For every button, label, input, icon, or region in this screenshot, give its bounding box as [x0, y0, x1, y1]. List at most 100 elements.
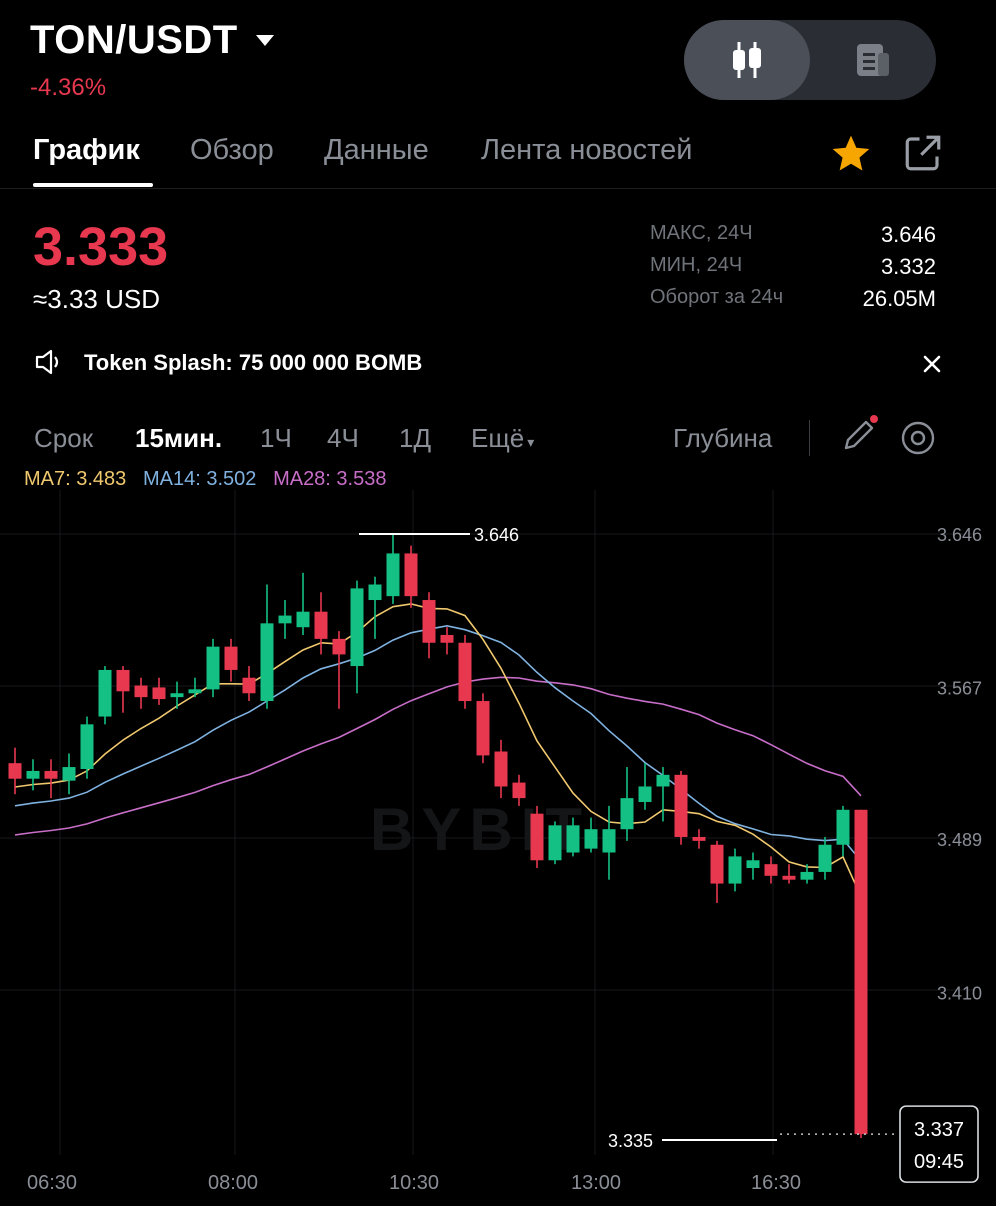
stat-low-label: МИН, 24Ч: [650, 254, 743, 276]
toolbar-divider: [809, 420, 810, 456]
candle-body: [584, 829, 598, 849]
tab-overview[interactable]: Обзор: [190, 134, 274, 166]
price-markers: 3.646 3.335 3.337 09:45: [359, 525, 979, 1183]
candle-body: [638, 786, 652, 803]
candle-body: [494, 751, 508, 787]
candle-body: [296, 611, 310, 628]
book-icon: [857, 44, 889, 76]
candle-body: [422, 600, 436, 643]
star-icon[interactable]: [828, 132, 874, 176]
candle-body: [80, 724, 94, 769]
usd-price: ≈3.33 USD: [33, 284, 160, 314]
current-price-label: 3.337: [914, 1119, 964, 1141]
close-icon[interactable]: [922, 354, 942, 374]
price-change: -4.36%: [30, 74, 107, 101]
stat-turnover-value: 26.05M: [862, 286, 936, 311]
ma7-value: MA7: 3.483: [24, 468, 127, 490]
announcement-text[interactable]: Token Splash: 75 000 000 BOMB: [84, 350, 423, 375]
candle-body: [854, 809, 868, 1135]
candle-body: [530, 813, 544, 861]
candle-body: [170, 693, 184, 698]
timeframe-4h[interactable]: 4Ч: [327, 423, 359, 453]
candle-body: [476, 701, 490, 756]
x-tick-label: 10:30: [389, 1172, 439, 1194]
candle-body: [746, 860, 760, 869]
pair-selector[interactable]: TON/USDT: [30, 18, 274, 63]
ma-legend: MA7: 3.483 MA14: 3.502 MA28: 3.538: [24, 468, 386, 491]
candle-body: [764, 864, 778, 876]
candle-body: [818, 844, 832, 872]
candle-body: [314, 611, 328, 639]
candle-body: [188, 689, 202, 694]
y-tick-label: 3.567: [937, 678, 982, 698]
pair-name[interactable]: TON/USDT: [30, 18, 238, 62]
candle-body: [602, 829, 616, 853]
moving-averages: [14, 603, 862, 897]
tab-data[interactable]: Данные: [324, 134, 429, 166]
watermark: BYBIT: [370, 796, 590, 863]
candlestick-icon: [733, 42, 761, 78]
candle-body: [404, 553, 418, 597]
candle-body: [512, 782, 526, 799]
caret-down-icon: ▾: [527, 434, 535, 450]
candle-body: [116, 669, 130, 692]
tab-news-feed[interactable]: Лента новостей: [481, 134, 693, 166]
candles: [8, 534, 868, 1138]
candle-body: [152, 687, 166, 700]
candle-body: [26, 770, 40, 779]
chart-grid: [0, 490, 975, 1155]
chart-view-toggle[interactable]: [684, 20, 810, 100]
x-tick-label: 16:30: [751, 1172, 801, 1194]
depth-tab[interactable]: Глубина: [673, 423, 773, 453]
candle-body: [836, 809, 850, 845]
candle-body: [728, 856, 742, 884]
candle-body: [368, 584, 382, 601]
stat-low-value: 3.332: [880, 254, 936, 279]
timeframe-1h[interactable]: 1Ч: [260, 423, 292, 453]
draw-pencil-icon[interactable]: [838, 414, 880, 454]
timeframe-more[interactable]: Ещё ▾: [471, 423, 534, 454]
candle-body: [332, 638, 346, 655]
ma28-value: MA28: 3.538: [273, 468, 387, 490]
caret-down-icon[interactable]: [255, 35, 274, 46]
candle-body: [278, 615, 292, 624]
candle-body: [350, 588, 364, 667]
stat-high-value: 3.646: [880, 222, 936, 247]
candle-body: [134, 685, 148, 698]
y-tick-label: 3.410: [937, 983, 982, 1003]
candle-body: [242, 677, 256, 694]
active-tab-indicator: [33, 183, 153, 187]
timeframe-more-label[interactable]: Ещё: [471, 423, 525, 453]
speaker-icon: [35, 349, 59, 375]
tab-chart[interactable]: График: [33, 134, 140, 166]
orderbook-view-toggle[interactable]: [810, 20, 936, 100]
candle-body: [656, 774, 670, 787]
x-tick-label: 08:00: [208, 1172, 258, 1194]
candle-body: [62, 767, 76, 781]
candle-body: [566, 825, 580, 853]
candle-body: [440, 634, 454, 643]
low-marker-label: 3.335: [608, 1131, 653, 1151]
candle-body: [548, 825, 562, 861]
candle-body: [710, 844, 724, 884]
candle-body: [206, 646, 220, 690]
view-switch[interactable]: [684, 20, 936, 100]
axes: 3.646 3.567 3.489 3.410 06:30 08:00 10:30 13:00…: [27, 525, 982, 1194]
y-tick-label: 3.489: [937, 830, 982, 850]
candle-body: [44, 770, 58, 779]
candle-body: [386, 553, 400, 597]
candle-body: [8, 763, 22, 779]
ma14-value: MA14: 3.502: [142, 468, 257, 490]
candle-body: [224, 646, 238, 670]
x-tick-label: 13:00: [571, 1172, 621, 1194]
timeframe-label: Срок: [34, 423, 94, 453]
candlestick-chart[interactable]: BYBIT 3.646 3.567 3.489 3.410 06:30 08:00 10:3…: [0, 490, 996, 1206]
timeframe-15m[interactable]: 15мин.: [135, 423, 223, 453]
high-marker-label: 3.646: [474, 525, 519, 545]
settings-target-icon[interactable]: [900, 420, 936, 456]
timeframe-1d[interactable]: 1Д: [399, 423, 432, 453]
ma28-line: [14, 676, 862, 836]
current-price-box: [899, 1105, 979, 1183]
countdown-label: 09:45: [914, 1151, 964, 1173]
share-icon[interactable]: [902, 132, 944, 174]
